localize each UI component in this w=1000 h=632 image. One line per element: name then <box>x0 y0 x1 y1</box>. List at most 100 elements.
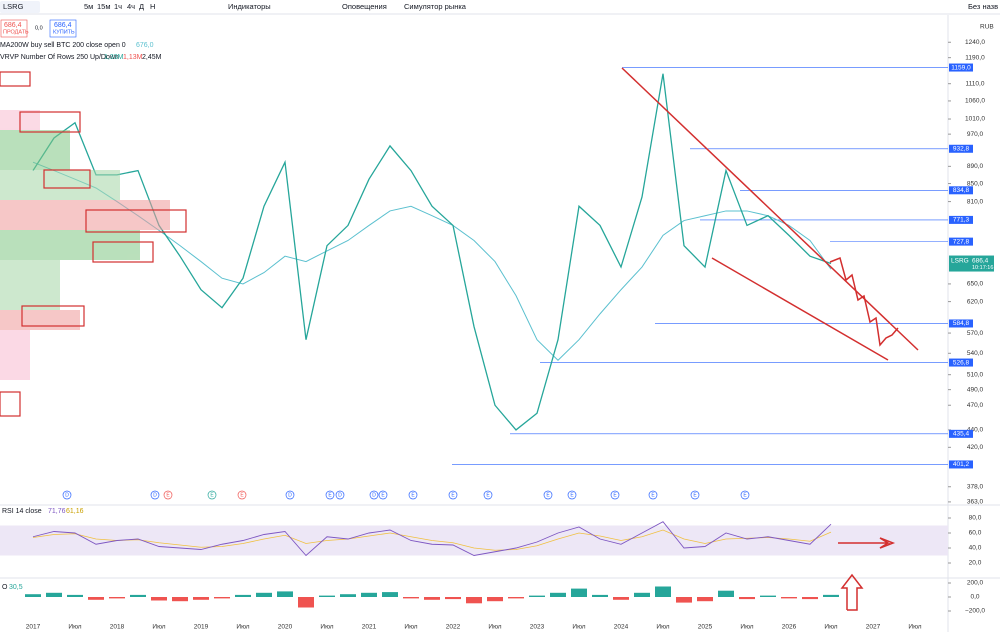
x-tick-label: Июл <box>488 624 501 631</box>
annotation-boxes <box>0 71 187 417</box>
osc-bar <box>739 597 755 600</box>
osc-bar <box>424 597 440 600</box>
osc-bar <box>718 590 734 597</box>
y-tick-label: 510,0 <box>967 371 984 378</box>
indicators-button[interactable]: Индикаторы <box>228 2 271 11</box>
legend-ma: MA200W buy sell BTC 200 close open 0 <box>0 42 126 49</box>
annotation-box <box>85 209 187 233</box>
interval[interactable]: Н <box>150 2 155 11</box>
layout-name[interactable]: Без назв <box>968 2 998 11</box>
event-marker <box>237 490 247 500</box>
buy-price[interactable]: 686,4 <box>54 22 72 29</box>
y-tick-label: 80,0 <box>969 515 982 522</box>
y-tick-label: 490,0 <box>967 386 984 393</box>
x-tick-label: 2024 <box>614 624 629 631</box>
event-marker <box>740 490 750 500</box>
osc-bar <box>25 594 41 597</box>
event-marker <box>325 490 335 500</box>
interval[interactable]: 4ч <box>127 2 135 11</box>
current-price-box <box>949 255 994 272</box>
y-tick-label: 1240,0 <box>965 39 985 46</box>
osc-bar <box>214 597 230 599</box>
x-tick-label: Июл <box>656 624 669 631</box>
level-label: 727,8 <box>953 238 970 245</box>
y-tick-label: 60,0 <box>969 530 982 537</box>
event-letter: E <box>613 492 617 498</box>
level-label-box <box>949 358 973 367</box>
event-marker <box>543 490 553 500</box>
event-letter: E <box>546 492 550 498</box>
event-letter: E <box>693 492 697 498</box>
level-label-box <box>949 144 973 153</box>
sell-button[interactable] <box>0 19 28 38</box>
y-tick-label: 620,0 <box>967 298 984 305</box>
y-tick-label: 890,0 <box>967 163 984 170</box>
x-tick-label: Июл <box>908 624 921 631</box>
y-tick-label: 1110,0 <box>966 80 985 87</box>
x-tick-label: 2026 <box>782 624 797 631</box>
x-tick-label: 2025 <box>698 624 713 631</box>
osc-bar <box>445 597 461 600</box>
y-tick-label: 1010,0 <box>965 116 985 123</box>
legend-vrvp-down: 1,13M <box>123 54 143 61</box>
legend-rsi-value: 71,76 <box>48 508 66 515</box>
event-letter: D <box>372 492 376 498</box>
profile-block <box>0 330 30 380</box>
x-tick-label: Июл <box>824 624 837 631</box>
y-tick-label: 1060,0 <box>965 98 985 105</box>
legend-ma-value: 676,0 <box>136 42 154 49</box>
x-tick-label: Июл <box>320 624 333 631</box>
osc-bar <box>256 592 272 597</box>
trend-line <box>621 67 919 351</box>
legend-osc-value: 30,5 <box>9 584 23 591</box>
y-tick-label: 1190,0 <box>965 54 985 61</box>
x-tick-label: Июл <box>152 624 165 631</box>
level-label: 526,8 <box>953 359 970 366</box>
osc-bar <box>823 594 839 597</box>
osc-bar <box>235 594 251 597</box>
level-label: 584,8 <box>953 320 970 327</box>
y-tick-label: 810,0 <box>967 198 984 205</box>
event-marker <box>483 490 493 500</box>
osc-bar <box>529 595 545 597</box>
event-letter: D <box>65 492 69 498</box>
osc-bar <box>151 597 167 601</box>
alerts-button[interactable]: Оповещения <box>342 2 387 11</box>
event-letter: E <box>240 492 244 498</box>
y-tick-label: 850,0 <box>967 180 984 187</box>
annotation-box <box>43 169 91 189</box>
event-letter: E <box>411 492 415 498</box>
osc-bar <box>655 586 671 597</box>
y-tick-label: 440,0 <box>967 427 984 434</box>
osc-bar <box>634 592 650 597</box>
buy-button[interactable] <box>49 19 77 38</box>
buy-label[interactable]: КУПИТЬ <box>53 29 75 35</box>
interval[interactable]: 15м <box>97 2 111 11</box>
arrow-up <box>840 573 864 611</box>
current-price: 686,4 <box>972 257 989 264</box>
sell-label[interactable]: ПРОДАТЬ <box>3 29 29 35</box>
level-label: 1159,0 <box>951 64 971 71</box>
legend-vrvp-up: 1,33M <box>104 54 124 61</box>
simulator-button[interactable]: Симулятор рынка <box>404 2 467 11</box>
level-label: 771,3 <box>953 217 970 224</box>
series-line <box>32 529 832 551</box>
osc-bar <box>466 597 482 604</box>
interval[interactable]: 5м <box>84 2 93 11</box>
legend-rsi: RSI 14 close <box>2 508 42 515</box>
legend-vrvp-total: 2,45M <box>142 54 162 61</box>
symbol-box[interactable] <box>0 1 40 13</box>
x-tick-label: 2020 <box>278 624 293 631</box>
profile-block <box>0 230 140 260</box>
level-label: 401,2 <box>953 461 970 468</box>
event-letter: E <box>651 492 655 498</box>
interval[interactable]: Д <box>139 2 144 11</box>
y-tick-label: 470,0 <box>967 402 984 409</box>
spread: 0,0 <box>35 25 43 31</box>
osc-bar <box>67 594 83 597</box>
profile-block <box>0 130 70 170</box>
event-marker <box>448 490 458 500</box>
sell-price[interactable]: 686,4 <box>4 22 22 29</box>
symbol[interactable]: LSRG <box>3 2 24 11</box>
interval[interactable]: 1ч <box>114 2 122 11</box>
